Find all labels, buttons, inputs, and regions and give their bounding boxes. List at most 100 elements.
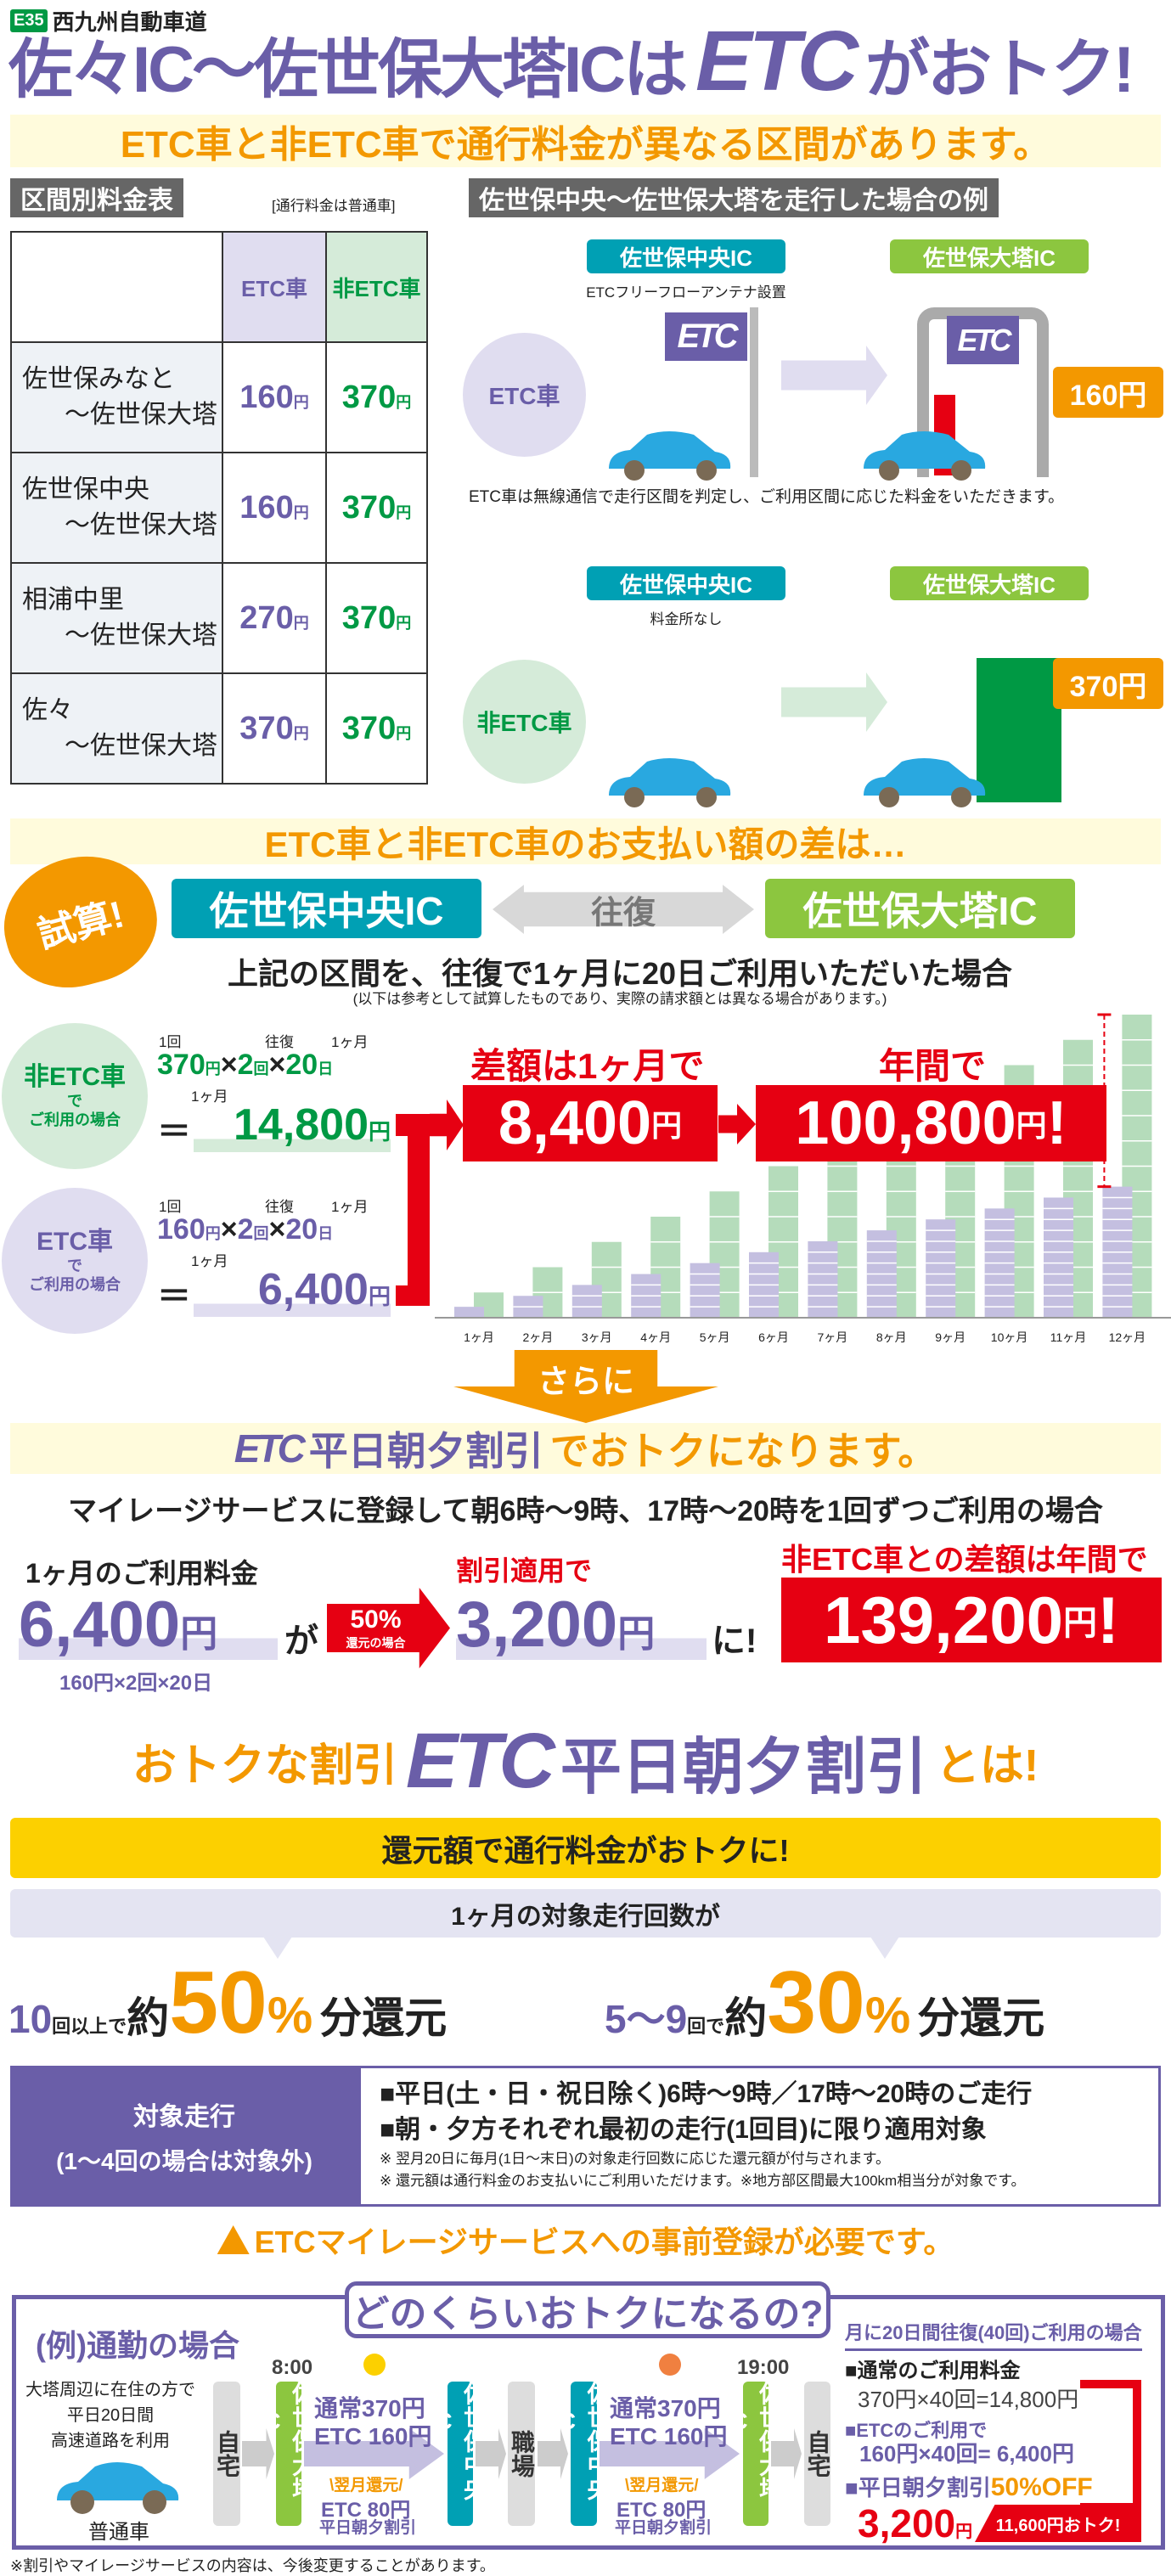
rebate-banner: 還元額で通行料金がおトクに! — [10, 1818, 1161, 1878]
fare-table-label: 区間別料金表 — [10, 178, 183, 217]
label-round: 往復 — [265, 1199, 294, 1215]
unit: 円 — [368, 1284, 391, 1309]
etc-bar — [808, 1240, 838, 1318]
yen-unit: 円 — [955, 2523, 973, 2541]
non-calc-circle: 非ETC車でご利用の場合 — [2, 1023, 148, 1169]
section-to: ～佐世保大塔 — [65, 511, 217, 539]
commute-case: (例)通勤の場合 — [36, 2328, 239, 2363]
home-column: 自宅 — [213, 2382, 240, 2526]
circle-de: で — [67, 1093, 82, 1111]
discount-banner: ETC 平日朝夕割引 でおトクになります。 — [10, 1423, 1161, 1474]
unit: 日 — [318, 1060, 334, 1077]
section-from: 相浦中里 — [22, 586, 124, 614]
savings-number: 139,200 — [824, 1582, 1063, 1657]
times: × — [268, 1213, 286, 1246]
monthly-fee-label: 1ヶ月のご利用料金 — [25, 1558, 258, 1589]
savings-bracket — [1080, 2380, 1141, 2511]
summary-discount-value: 3,200円 — [858, 2500, 972, 2546]
daito-ic-column: 佐世保大塔IC — [726, 2382, 783, 2526]
diff-number: 8,400 — [498, 1089, 652, 1157]
summary-etc-calc: 160円×40回= 6,400円 — [859, 2441, 1074, 2466]
discount-number: 3,200 — [858, 2501, 956, 2545]
yen-unit: 円 — [293, 614, 309, 632]
yen-unit: 円 — [1016, 1108, 1047, 1143]
normal-fare: 通常370円 — [314, 2395, 425, 2421]
rebate-tier: 5～9 回で 約 30 % 分還元 — [605, 1953, 1044, 2054]
registration-warning: ETCマイレージサービスへの事前登録が必要です。 — [0, 2218, 1171, 2262]
times: × — [220, 1213, 238, 1246]
ni-text: に! — [712, 1623, 757, 1660]
fare-value: 370 — [341, 599, 397, 636]
sunset-icon — [659, 2354, 681, 2376]
rebate-value: ETC 80円 — [616, 2499, 707, 2522]
etc-bar — [571, 1285, 602, 1318]
fare-value: 370 — [341, 489, 397, 526]
from-ic-label: 佐世保中央IC — [587, 239, 785, 273]
tier-unit: 回で — [687, 2016, 725, 2037]
circle-use: ご利用の場合 — [29, 1276, 121, 1293]
to-ic-label: 佐世保大塔IC — [890, 566, 1089, 600]
etc-monthly-total: 6,400円 — [194, 1264, 391, 1317]
month-tick-label: 12ヶ月 — [1109, 1330, 1146, 1344]
unit: 円 — [368, 1119, 391, 1145]
yen-unit: 円 — [396, 724, 412, 742]
car-icon — [605, 430, 732, 486]
arrow-icon — [781, 346, 887, 405]
etc-bar — [926, 1219, 956, 1318]
etc-bar — [454, 1307, 484, 1318]
condition: ■朝・夕方それぞれ最初の走行(1回目)に限り適用対象 — [380, 2116, 987, 2144]
title-post: とは! — [935, 1741, 1039, 1791]
etc-fare: 370円 — [222, 672, 327, 785]
non-etc-fare: 370円 — [325, 672, 428, 785]
condition: ■平日(土・日・祝日除く)6時～9時／17時～20時のご走行 — [380, 2080, 1033, 2108]
etc-note: ETCフリーフローアンテナ設置 — [586, 284, 786, 301]
circle-title: ETC車 — [37, 1228, 113, 1257]
normal-fare: 通常370円 — [610, 2395, 721, 2421]
about-title: おトクな割引 ETC 平日朝夕割引 とは! — [0, 1718, 1171, 1804]
unit: 円 — [205, 1060, 221, 1077]
chuo-ic-column: 佐世保中央IC — [555, 2382, 611, 2526]
yen-unit: 円 — [293, 503, 309, 521]
month-tick-label: 3ヶ月 — [582, 1330, 612, 1344]
annual-savings-value: 139,200 円! — [781, 1578, 1162, 1662]
unit: 円 — [205, 1225, 221, 1242]
month-tick-label: 9ヶ月 — [935, 1330, 966, 1344]
morning-time: 8:00 — [272, 2356, 313, 2379]
fare-difference-banner: ETC車と非ETC車で通行料金が異なる区間があります。 — [10, 115, 1161, 167]
etc-formula: 160円×2回×20日 — [157, 1213, 333, 1246]
non-etc-fare: 370円 — [325, 562, 428, 674]
tier-count: 5～9 — [605, 1997, 688, 2041]
tier-rest: 分還元 — [319, 1994, 448, 2042]
fare-value: 370 — [239, 710, 294, 746]
monthly-diff-value: 8,400 円 — [463, 1085, 718, 1161]
warning-text: ETCマイレージサービスへの事前登録が必要です。 — [254, 2224, 954, 2259]
rebate-name: 平日朝夕割引 — [615, 2519, 712, 2537]
circle-title: 非ETC車 — [24, 1063, 126, 1092]
further-condition: マイレージサービスに登録して朝6時～9時、17時～20時を1回ずつご利用の場合 — [68, 1495, 1103, 1527]
target-conditions: ■平日(土・日・祝日除く)6時～9時／17時～20時のご走行 ■朝・夕方それぞれ… — [358, 2066, 1161, 2207]
road-name: 西九州自動車道 — [52, 9, 207, 35]
non-etc-fare: 370円 — [325, 452, 428, 564]
annual-savings-label: 非ETC車との差額は年間で — [781, 1542, 1148, 1577]
fare-value: 160 — [239, 379, 294, 415]
etc-bar — [690, 1263, 720, 1318]
summary-discount: ■平日朝夕割引50%OFF — [845, 2471, 1093, 2502]
exclamation: ! — [1096, 1582, 1119, 1657]
month-tick-label: 1ヶ月 — [464, 1330, 494, 1344]
discount-name: 平日朝夕割引 — [560, 1733, 927, 1802]
rebate-label: \翌月還元/ — [329, 2477, 403, 2494]
non-price-bubble: 370円 — [1053, 658, 1163, 709]
discount-number: 3,200 — [456, 1589, 618, 1661]
section-from: 佐世保中央 — [22, 475, 149, 503]
fare-table: ETC車 非ETC車 佐世保みなと ～佐世保大塔 160円 370円 佐世保中央 ～佐世… — [10, 231, 428, 785]
header-non-etc: 非ETC車 — [325, 231, 428, 343]
non-monthly-total: 14,800円 — [194, 1100, 391, 1152]
non-etc-fare: 370円 — [325, 341, 428, 453]
discount-applied-label: 割引適用で — [456, 1555, 593, 1586]
etc-fare: 270円 — [222, 562, 327, 674]
total: 14,800 — [233, 1100, 369, 1150]
banner-text: でおトクになります。 — [549, 1429, 937, 1473]
calc-note: (以下は参考として試算したものであり、実際の請求額とは異なる場合があります。) — [352, 991, 887, 1007]
desc-line: 平日20日間 — [66, 2406, 155, 2425]
yen-unit: 円 — [396, 614, 412, 632]
